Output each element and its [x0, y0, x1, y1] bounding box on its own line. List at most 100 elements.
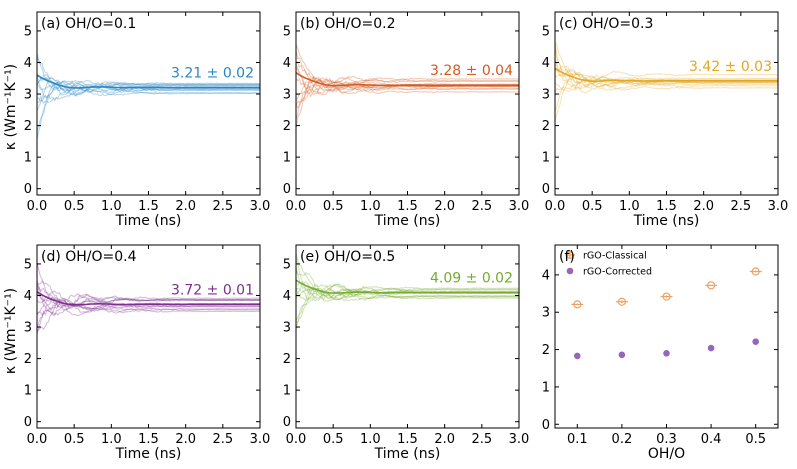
- x-tick-label: 1.0: [360, 199, 381, 214]
- x-tick-label: 3.0: [509, 199, 530, 214]
- run-line: [296, 287, 519, 329]
- x-tick-label: 2.5: [212, 432, 233, 447]
- x-axis-label: OH/O: [648, 446, 685, 462]
- run-line: [37, 89, 260, 104]
- run-line: [37, 297, 260, 331]
- run-line: [37, 295, 260, 310]
- run-line: [37, 294, 260, 317]
- y-tick-label: 1: [542, 380, 550, 395]
- x-tick-label: 0.0: [27, 199, 48, 214]
- run-line: [37, 279, 260, 309]
- run-line: [296, 64, 519, 98]
- x-tick-label: 2.0: [175, 199, 196, 214]
- y-tick-label: 2: [542, 343, 550, 358]
- panel-title: (b) OH/O=0.2: [300, 16, 396, 32]
- run-line: [296, 77, 519, 101]
- run-line: [37, 75, 260, 101]
- point-classical: [706, 281, 716, 290]
- panel-d: 3.72 ± 0.01 0.0 0.5 1.0 1.5 2.0 2.5 3.0 0 1 2 3 4 5 Ti…: [24, 244, 270, 462]
- legend-marker-corrected: [566, 267, 574, 275]
- x-tick-label: 1.5: [397, 432, 418, 447]
- y-tick-label: 3: [283, 321, 291, 336]
- value-annotation: 3.21 ± 0.02: [171, 65, 254, 81]
- plot-area: [296, 253, 519, 329]
- y-tick-label: 0: [283, 182, 291, 197]
- y-tick-label: 3: [283, 88, 291, 103]
- y-tick-label: 0: [24, 415, 32, 430]
- y-tick-label: 0: [542, 418, 550, 433]
- x-tick-label: 2.0: [434, 199, 455, 214]
- axes-frame: [36, 11, 261, 196]
- plot-area: [571, 267, 762, 360]
- run-line: [555, 70, 778, 121]
- x-tick-label: 1.0: [101, 432, 122, 447]
- x-tick-label: 2.0: [693, 199, 714, 214]
- mean-line: [555, 67, 778, 83]
- x-tick-label: 0.0: [286, 432, 307, 447]
- run-line: [37, 285, 260, 307]
- y-tick-label: 4: [283, 56, 291, 71]
- legend-label-corrected: rGO-Corrected: [583, 267, 652, 278]
- y-tick-label: 2: [24, 352, 32, 367]
- run-line: [555, 73, 778, 89]
- x-tick-label: 0.3: [656, 432, 677, 447]
- axes-frame: [295, 11, 520, 196]
- x-tick-label: 2.5: [212, 199, 233, 214]
- y-tick-label: 5: [24, 24, 32, 39]
- y-tick-label: 3: [542, 88, 550, 103]
- x-tick-label: 0.5: [64, 432, 85, 447]
- y-tick-label: 4: [542, 268, 550, 283]
- y-tick-label: 2: [283, 352, 291, 367]
- y-tick-label: 1: [24, 151, 32, 166]
- y-tick-label: 5: [542, 24, 550, 39]
- y-tick-label: 1: [283, 151, 291, 166]
- x-axis-label: Time (ns): [374, 213, 441, 229]
- x-tick-label: 1.0: [101, 199, 122, 214]
- run-line: [296, 286, 519, 302]
- panel-title: (c) OH/O=0.3: [559, 16, 653, 32]
- run-line: [37, 281, 260, 311]
- x-tick-label: 1.0: [619, 199, 640, 214]
- x-tick-label: 3.0: [768, 199, 789, 214]
- x-tick-label: 0.5: [64, 199, 85, 214]
- x-tick-label: 1.0: [360, 432, 381, 447]
- x-axis-label: Time (ns): [374, 446, 441, 462]
- mean-line: [37, 74, 260, 89]
- y-tick-label: 0: [283, 415, 291, 430]
- x-tick-label: 1.5: [397, 199, 418, 214]
- mean-line: [296, 72, 519, 87]
- x-tick-label: 2.0: [175, 432, 196, 447]
- x-tick-label: 3.0: [509, 432, 530, 447]
- x-tick-label: 3.0: [250, 199, 271, 214]
- run-line: [296, 61, 519, 92]
- run-line: [296, 280, 519, 300]
- panel-f: rGO-Classical rGO-Corrected 0.1 0.2 0.3 0.4 0.…: [542, 244, 779, 462]
- run-line: [37, 53, 260, 92]
- x-tick-label: 0.2: [612, 432, 633, 447]
- x-axis-label: Time (ns): [633, 213, 700, 229]
- panel-title: (d) OH/O=0.4: [41, 249, 137, 265]
- plot-area: [296, 44, 519, 128]
- y-tick-label: 0: [24, 182, 32, 197]
- y-tick-label: 4: [24, 56, 32, 71]
- run-line: [296, 288, 519, 301]
- x-tick-label: 0.5: [582, 199, 603, 214]
- point-corrected: [618, 351, 626, 359]
- x-tick-label: 0.5: [745, 432, 766, 447]
- point-classical: [617, 297, 627, 306]
- y-tick-label: 1: [283, 384, 291, 399]
- point-corrected: [574, 352, 581, 360]
- panel-title: (e) OH/O=0.5: [300, 249, 395, 265]
- y-tick-label: 2: [24, 119, 32, 134]
- run-line: [555, 68, 778, 91]
- run-line: [296, 75, 519, 106]
- run-line: [296, 270, 519, 297]
- mean-line: [37, 291, 260, 306]
- plot-area: [555, 41, 778, 121]
- run-line: [37, 86, 260, 131]
- y-tick-label: 1: [24, 384, 32, 399]
- run-line: [555, 68, 778, 91]
- run-line: [37, 57, 260, 92]
- x-tick-label: 0.0: [545, 199, 566, 214]
